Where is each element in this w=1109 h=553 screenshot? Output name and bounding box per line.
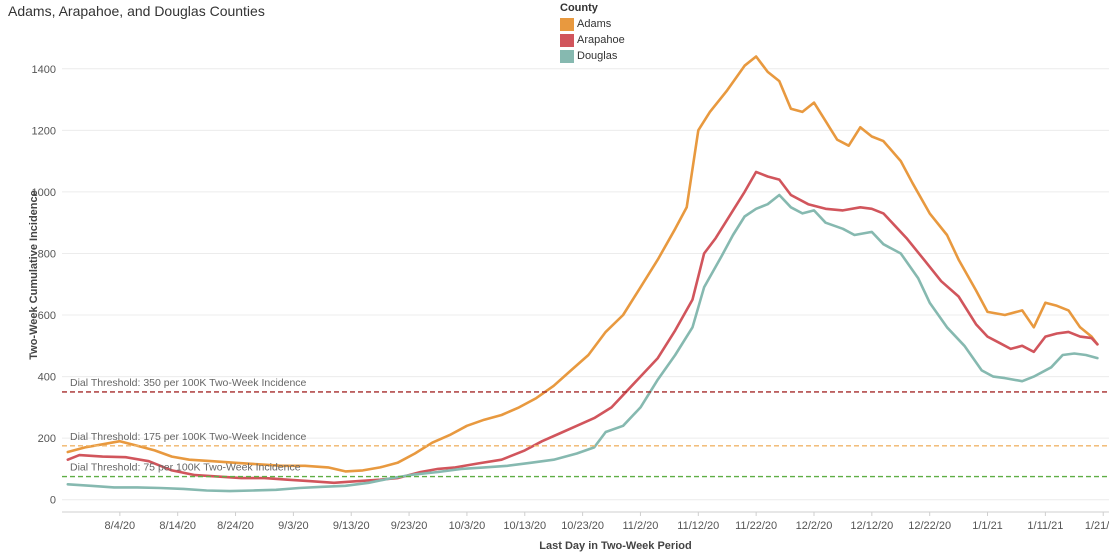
y-tick-label: 200 [38,433,56,445]
x-tick-label: 11/2/20 [623,520,659,532]
x-tick-label: 10/23/20 [561,520,604,532]
y-tick-label: 600 [38,310,56,322]
y-tick-label: 1000 [32,187,56,199]
x-axis-title: Last Day in Two-Week Period [539,540,691,552]
x-tick-label: 11/12/20 [677,520,719,532]
legend-swatch [560,17,574,31]
x-tick-label: 9/13/20 [333,520,370,532]
x-tick-label: 10/13/20 [503,520,546,532]
x-tick-label: 12/12/20 [850,520,893,532]
threshold-label: Dial Threshold: 75 per 100K Two-Week Inc… [70,462,301,474]
legend-swatch [560,33,574,47]
y-axis-title: Two-Week Cumulative Incidence [28,190,40,360]
x-tick-label: 8/14/20 [159,520,196,532]
legend-item-arapahoe[interactable]: Arapahoe [560,32,625,48]
y-tick-label: 0 [50,495,56,507]
threshold-label: Dial Threshold: 175 per 100K Two-Week In… [70,431,307,443]
y-tick-label: 1400 [32,64,56,76]
legend-label: Douglas [577,50,618,62]
x-tick-label: 12/22/20 [908,520,951,532]
y-tick-label: 400 [38,372,56,384]
y-tick-label: 1200 [32,125,56,137]
legend-item-adams[interactable]: Adams [560,16,625,32]
x-tick-label: 8/24/20 [217,520,254,532]
x-tick-label: 8/4/20 [105,520,136,532]
legend-item-douglas[interactable]: Douglas [560,48,625,64]
series-line-douglas [66,193,1099,493]
x-tick-label: 10/3/20 [449,520,486,532]
legend: County Adams Arapahoe Douglas [560,2,625,64]
x-tick-label: 1/1/21 [972,520,1003,532]
series-line-adams [66,55,1099,473]
x-tick-label: 1/21/21 [1085,520,1109,532]
x-tick-label: 9/23/20 [391,520,428,532]
legend-title: County [560,2,598,14]
x-tick-label: 9/3/20 [278,520,309,532]
x-tick-label: 11/22/20 [735,520,777,532]
chart-subtitle: Adams, Arapahoe, and Douglas Counties [8,3,265,19]
y-tick-label: 800 [38,248,56,260]
legend-label: Adams [577,18,612,30]
series-line-arapahoe [66,170,1099,485]
x-tick-label: 1/11/21 [1027,520,1063,532]
legend-swatch [560,49,574,63]
threshold-label: Dial Threshold: 350 per 100K Two-Week In… [70,377,307,389]
x-tick-label: 12/2/20 [796,520,833,532]
legend-label: Arapahoe [577,34,625,46]
